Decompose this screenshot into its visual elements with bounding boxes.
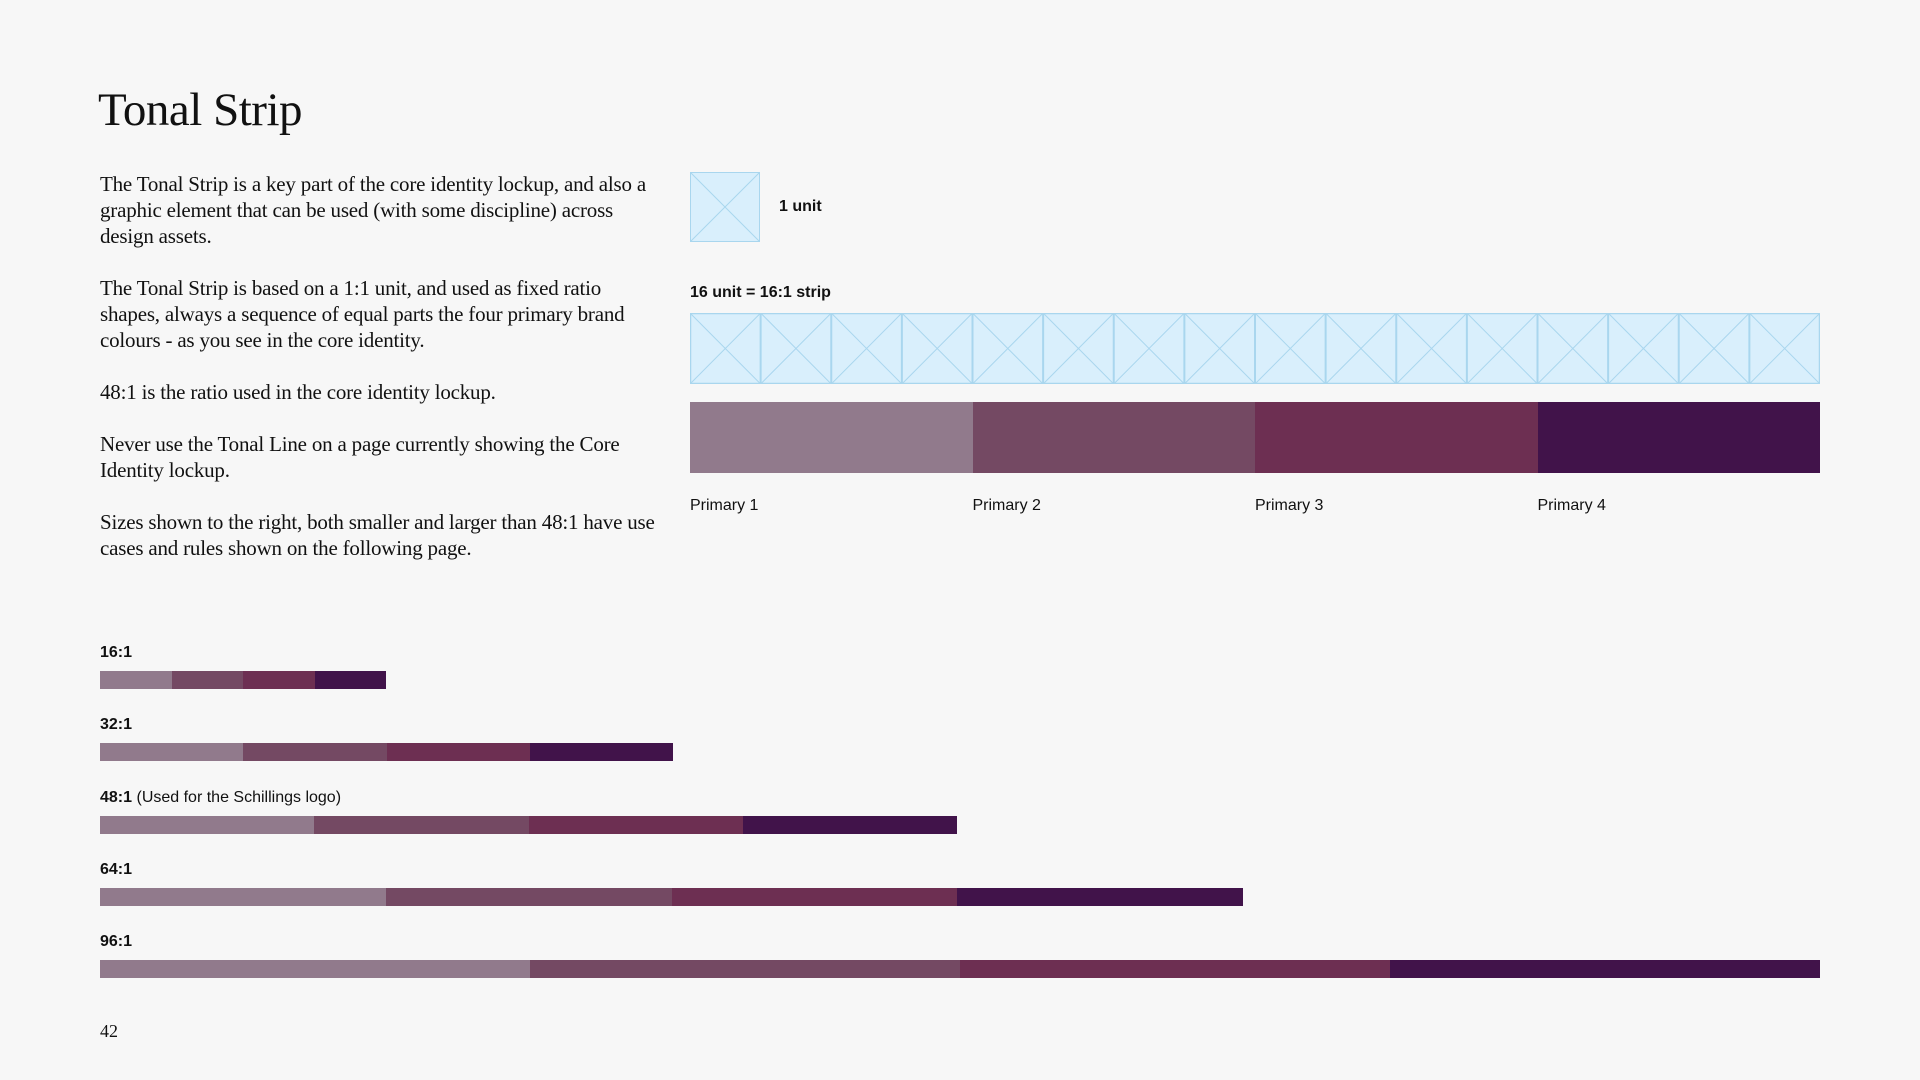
ratio-label: 32:1 (100, 716, 133, 733)
strip-segment (671, 888, 958, 906)
strip-segment (314, 816, 529, 834)
primary-2-swatch (972, 402, 1255, 473)
strip-segment (243, 671, 315, 689)
strip-segment (100, 960, 530, 978)
primary-4-swatch (1537, 402, 1820, 473)
ratio-row-64-1: 64:1 (100, 860, 1243, 906)
strip-segment (1390, 960, 1820, 978)
intro-paragraph: 48:1 is the ratio used in the core ident… (100, 380, 496, 404)
strip-segment (960, 960, 1390, 978)
strip-segment (100, 888, 386, 906)
page-title: Tonal Strip (98, 84, 303, 136)
primary-3-swatch (1255, 402, 1538, 473)
tonal-strip-64-1 (100, 888, 1243, 906)
strip-segment (314, 671, 386, 689)
strip-segment (100, 816, 315, 834)
tonal-strip-48-1 (100, 816, 957, 834)
strip-segment (530, 960, 960, 978)
strip-segment (385, 888, 672, 906)
ratio-row-96-1: 96:1 (100, 932, 1820, 978)
primary-3-label: Primary 3 (1255, 497, 1324, 514)
strip-segment (386, 743, 530, 761)
intro-text: The Tonal Strip is a key part of the cor… (100, 171, 660, 587)
ratio-row-16-1: 16:1 (100, 643, 386, 689)
primary-1-label: Primary 1 (690, 497, 759, 514)
intro-paragraph: The Tonal Strip is a key part of the cor… (100, 172, 646, 248)
ratio-row-48-1: 48:1 (Used for the Schillings logo) (100, 788, 957, 834)
strip-caption: 16 unit = 16:1 strip (690, 284, 831, 301)
unit-square-icon (690, 172, 760, 242)
strip-segment (100, 671, 172, 689)
ratio-label: 96:1 (100, 933, 133, 950)
ratio-label: 64:1 (100, 861, 133, 878)
primary-labels: Primary 1 Primary 2 Primary 3 Primary 4 (690, 497, 1820, 515)
unit-grid-diagram (690, 313, 1820, 384)
tonal-strip-16-1 (100, 671, 386, 689)
strip-segment (171, 671, 243, 689)
strip-segment (957, 888, 1243, 906)
primary-color-bar (690, 402, 1820, 473)
ratio-label: 16:1 (100, 644, 133, 661)
tonal-strip-32-1 (100, 743, 673, 761)
strip-segment (243, 743, 387, 761)
strip-segment (742, 816, 957, 834)
strip-segment (528, 816, 743, 834)
primary-4-label: Primary 4 (1537, 497, 1606, 514)
page-number: 42 (100, 1021, 118, 1041)
strip-segment (529, 743, 673, 761)
ratio-row-32-1: 32:1 (100, 715, 673, 761)
intro-paragraph: Sizes shown to the right, both smaller a… (100, 510, 655, 560)
ratio-label: 48:1 (100, 789, 133, 806)
unit-label: 1 unit (779, 198, 822, 215)
intro-paragraph: The Tonal Strip is based on a 1:1 unit, … (100, 276, 625, 352)
primary-1-swatch (690, 402, 973, 473)
strip-segment (100, 743, 244, 761)
primary-2-label: Primary 2 (972, 497, 1041, 514)
ratio-note: (Used for the Schillings logo) (136, 789, 342, 806)
tonal-strip-96-1 (100, 960, 1820, 978)
intro-paragraph: Never use the Tonal Line on a page curre… (100, 432, 620, 482)
